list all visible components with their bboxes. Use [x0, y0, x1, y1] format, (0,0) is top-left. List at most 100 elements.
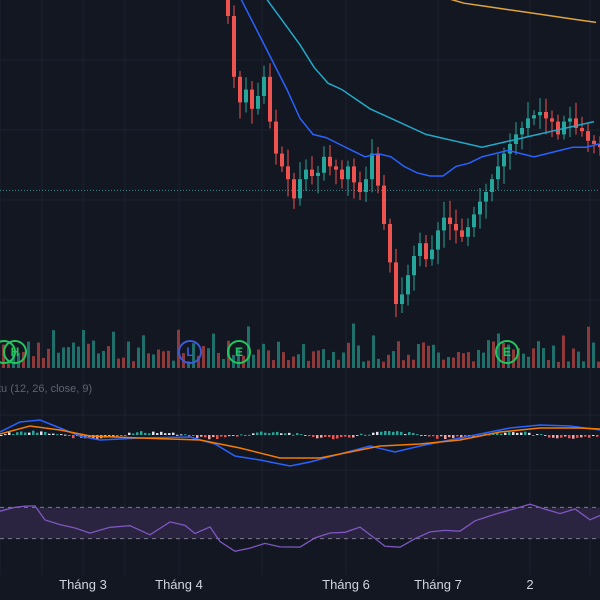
macd-hist-bar-149: [596, 435, 599, 437]
macd-panel: tu (12, 26, close, 9): [0, 383, 600, 467]
macd-hist-bar-114: [456, 435, 459, 437]
volume-bar-95: [477, 349, 480, 368]
volume-bar-99: [497, 333, 500, 368]
candle-body-30: [400, 294, 404, 304]
volume-bar-92: [462, 353, 465, 368]
macd-hist-bar-102: [408, 432, 411, 435]
volume-bar-22: [112, 331, 115, 368]
volume-bar-54: [272, 360, 275, 368]
macd-hist-bar-31: [124, 435, 127, 436]
macd-hist-bar-147: [588, 435, 591, 438]
candle-body-33: [418, 243, 422, 256]
macd-hist-bar-133: [532, 435, 535, 436]
pattern-marker-circle-1: [178, 340, 202, 364]
macd-hist-bar-64: [256, 432, 259, 435]
volume-bar-56: [282, 352, 285, 368]
macd-hist-bar-125: [500, 433, 503, 435]
grid: [0, 0, 600, 575]
volume-bar-47: [237, 348, 240, 368]
macd-hist-bar-1: [4, 434, 7, 436]
candle-body-7: [262, 76, 266, 96]
macd-hist-bar-62: [248, 434, 251, 436]
volume-bar-32: [162, 351, 165, 368]
volume-bar-65: [327, 359, 330, 368]
macd-hist-bar-105: [420, 435, 423, 436]
macd-hist-bar-16: [64, 434, 67, 436]
macd-hist-bar-55: [220, 435, 223, 437]
volume-bar-88: [442, 359, 445, 368]
volume-bar-24: [122, 357, 125, 368]
macd-hist-bar-12: [48, 433, 51, 435]
macd-hist-bar-142: [568, 435, 571, 439]
macd-hist-bar-134: [536, 434, 539, 436]
macd-line: [0, 419, 600, 467]
macd-hist-bar-75: [300, 434, 303, 436]
volume-bar-103: [517, 348, 520, 368]
macd-hist-bar-72: [288, 432, 291, 435]
macd-hist-bar-41: [164, 433, 167, 435]
candle-body-28: [388, 224, 392, 263]
macd-hist-bar-97: [388, 431, 391, 435]
macd-hist-bar-5: [20, 431, 23, 435]
volume-bar-86: [432, 344, 435, 368]
macd-hist-bar-76: [304, 435, 307, 436]
macd-hist-bar-101: [404, 434, 407, 436]
x-tick-label-thang-3: Tháng 3: [59, 577, 107, 592]
rsi-line: [0, 503, 600, 552]
x-tick-label-thang-7: Tháng 7: [414, 577, 462, 592]
macd-hist-bar-126: [504, 432, 507, 435]
volume-bar-1: [7, 361, 10, 368]
candle-body-51: [526, 118, 530, 128]
macd-hist-bar-27: [108, 435, 111, 437]
macd-hist-bar-57: [228, 435, 231, 437]
macd-hist-bar-0: [0, 434, 3, 436]
macd-hist-bar-137: [548, 435, 551, 438]
macd-hist-bar-42: [168, 433, 171, 435]
candle-body-58: [568, 118, 572, 122]
macd-hist-bar-130: [520, 432, 523, 435]
volume-bar-26: [132, 361, 135, 368]
volume-bar-37: [187, 361, 190, 368]
macd-hist-bar-69: [276, 431, 279, 435]
candle-body-6: [256, 96, 260, 109]
candle-body-40: [460, 230, 464, 237]
macd-hist-bar-3: [12, 434, 15, 436]
candle-body-5: [250, 89, 254, 109]
candle-body-20: [340, 169, 344, 180]
long-ma-line: [450, 0, 597, 24]
volume-bar-14: [72, 342, 75, 368]
volume-bar-84: [422, 342, 425, 368]
candle-body-9: [274, 121, 278, 154]
volume-bar-12: [62, 347, 65, 368]
volume-bar-17: [87, 343, 90, 368]
macd-hist-bar-131: [524, 431, 527, 435]
volume-bar-90: [452, 357, 455, 368]
volume-bar-28: [142, 335, 145, 368]
macd-hist-bar-46: [184, 434, 187, 436]
volume-bar-80: [402, 360, 405, 368]
candle-body-12: [292, 179, 296, 199]
volume-bar-43: [217, 352, 220, 368]
macd-hist-bar-146: [584, 435, 587, 437]
macd-hist-bar-73: [292, 434, 295, 436]
macd-hist-bar-10: [40, 431, 43, 435]
volume-bar-29: [147, 353, 150, 368]
macd-hist-bar-83: [332, 435, 335, 440]
volume-bar-2: [12, 353, 15, 368]
volume-bar-87: [437, 352, 440, 368]
volume-bar-91: [457, 352, 460, 368]
candle-body-54: [544, 112, 548, 119]
macd-hist-bar-88: [352, 435, 355, 438]
rsi-panel: [0, 503, 600, 552]
macd-hist-bar-107: [428, 435, 431, 437]
pattern-marker-extra: [0, 340, 16, 364]
macd-hist-bar-51: [204, 435, 207, 438]
candle-body-25: [370, 153, 374, 180]
candle-body-17: [322, 156, 326, 173]
macd-hist-bar-32: [128, 432, 131, 435]
candle-body-50: [520, 128, 524, 135]
macd-hist-bar-98: [392, 431, 395, 435]
volume-bar-98: [492, 341, 495, 368]
candle-body-4: [244, 89, 248, 103]
